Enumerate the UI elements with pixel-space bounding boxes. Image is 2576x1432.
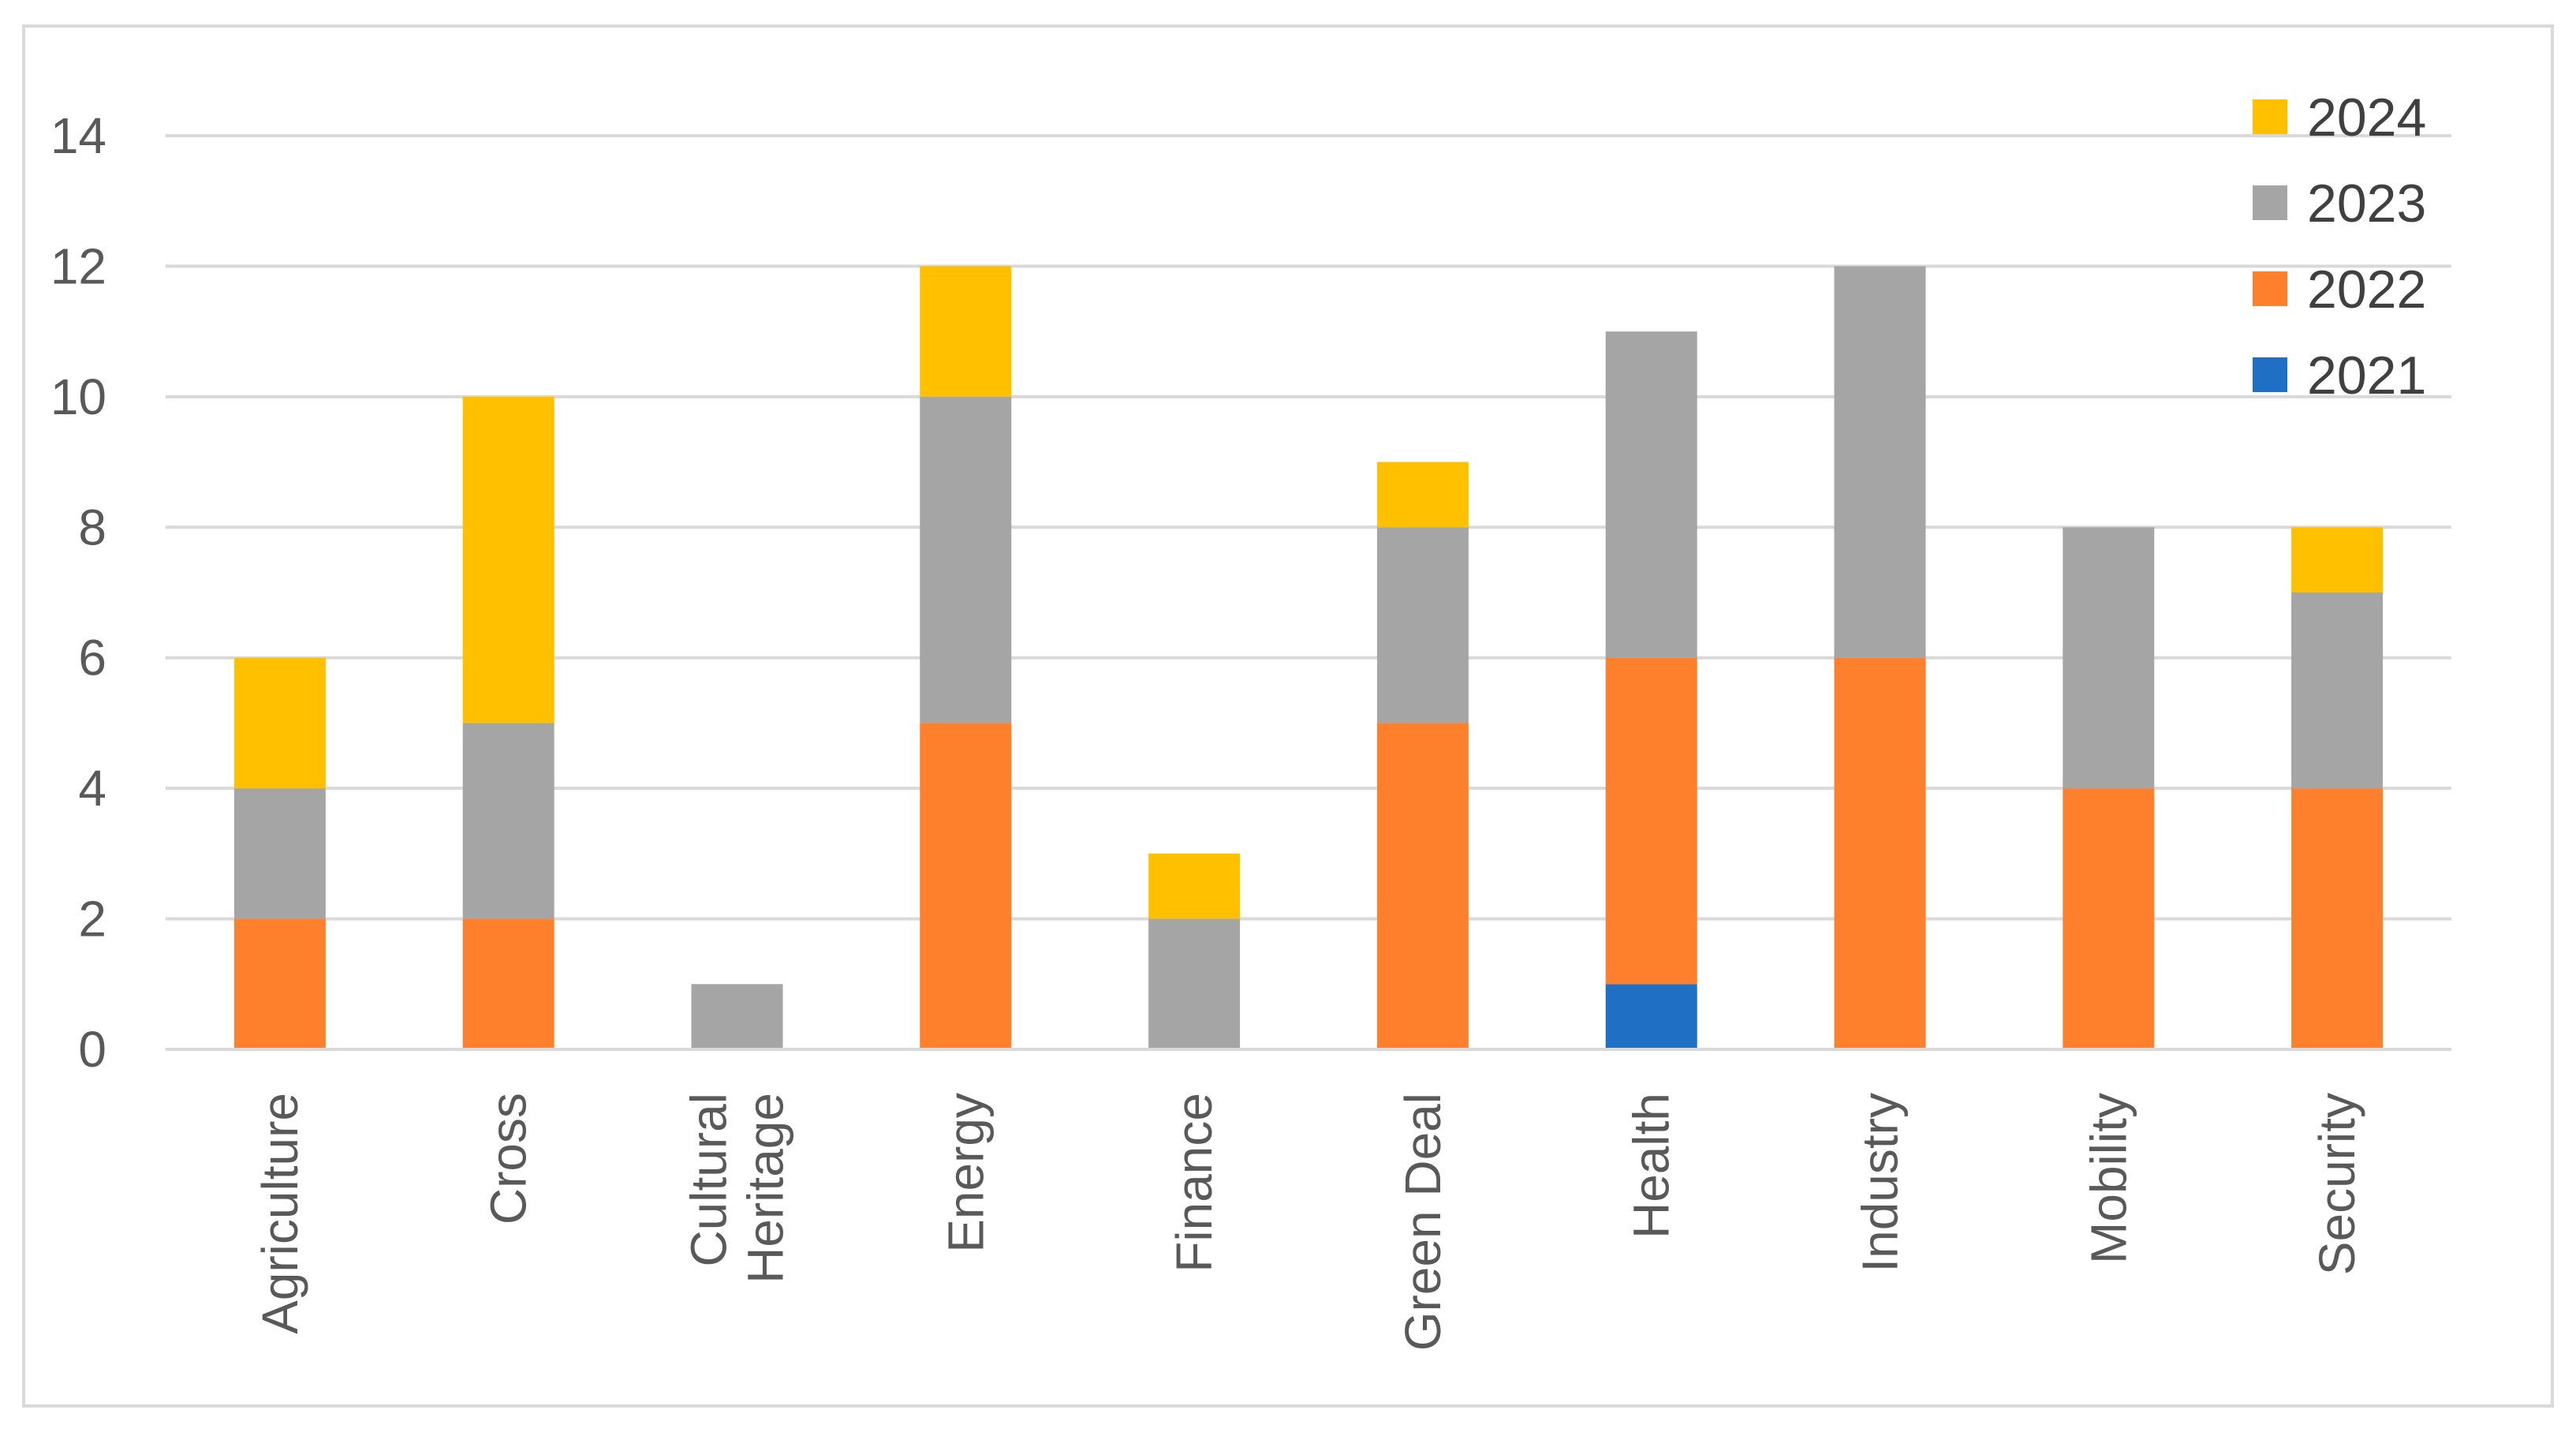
y-tick-label: 8 <box>78 499 106 555</box>
bar-segment-2023 <box>691 984 783 1049</box>
y-tick-label: 0 <box>78 1021 106 1078</box>
bar-segment-2024 <box>233 657 326 789</box>
x-tick-label: Security <box>2309 1093 2365 1275</box>
bar-segment-2023 <box>233 788 326 919</box>
bar-segment-2023 <box>2063 527 2155 789</box>
y-tick-label: 14 <box>50 107 106 164</box>
x-tick-label: Cultural <box>681 1093 737 1267</box>
x-tick-label: Energy <box>937 1093 994 1253</box>
bar-segment-2023 <box>1834 266 1926 658</box>
legend-swatch-2023 <box>2253 185 2287 220</box>
y-tick-label: 2 <box>78 891 106 948</box>
bar-segment-2024 <box>2291 527 2384 593</box>
bar-segment-2023 <box>1148 918 1241 1049</box>
x-tick-label: Industry <box>1852 1093 1909 1273</box>
bar-segment-2022 <box>920 723 1012 1049</box>
y-tick-label: 10 <box>50 368 106 425</box>
bar-segment-2023 <box>920 396 1012 723</box>
bar-segment-2023 <box>1376 527 1469 723</box>
x-tick-label: Green Deal <box>1394 1093 1451 1351</box>
bar-segment-2022 <box>462 918 554 1049</box>
x-tick-label: Health <box>1623 1093 1680 1239</box>
bar-segment-2024 <box>462 396 554 723</box>
legend-label-2021: 2021 <box>2307 346 2426 406</box>
bar-segment-2022 <box>1834 657 1926 1049</box>
chart-frame <box>22 24 2554 1408</box>
y-axis-tick-labels: 0 2 4 6 8 10 12 14 <box>50 107 106 1078</box>
bar-segment-2024 <box>920 266 1012 397</box>
bar-segment-2022 <box>2291 788 2384 1049</box>
x-tick-label: Finance <box>1166 1093 1223 1273</box>
bar-segment-2022 <box>1376 723 1469 1049</box>
legend-label-2023: 2023 <box>2307 174 2426 234</box>
legend-swatch-2024 <box>2253 99 2287 134</box>
y-tick-label: 4 <box>78 760 106 817</box>
legend-swatch-2022 <box>2253 271 2287 306</box>
legend-label-2024: 2024 <box>2307 88 2426 148</box>
bar-segment-2023 <box>2291 593 2384 789</box>
bar-segment-2021 <box>1605 984 1697 1049</box>
bars <box>233 266 2384 1049</box>
x-axis-tick-labels: Agriculture Cross Cultural Heritage Energy Fi… <box>252 1093 2365 1351</box>
y-tick-label: 12 <box>50 237 106 294</box>
bar-segment-2023 <box>1605 331 1697 658</box>
legend-swatch-2021 <box>2253 357 2287 392</box>
legend: 2024 2023 2022 2021 <box>2253 88 2426 406</box>
x-tick-label: Cross <box>480 1093 537 1224</box>
bar-segment-2024 <box>1376 462 1469 528</box>
bar-segment-2023 <box>462 723 554 919</box>
legend-label-2022: 2022 <box>2307 260 2426 320</box>
bar-segment-2022 <box>1605 657 1697 985</box>
x-tick-label: Mobility <box>2080 1093 2137 1264</box>
y-tick-label: 6 <box>78 630 106 686</box>
x-tick-label: Heritage <box>737 1093 794 1284</box>
bar-segment-2022 <box>2063 788 2155 1049</box>
bar-segment-2024 <box>1148 853 1241 919</box>
bar-segment-2022 <box>233 918 326 1049</box>
x-tick-label: Agriculture <box>252 1093 308 1334</box>
